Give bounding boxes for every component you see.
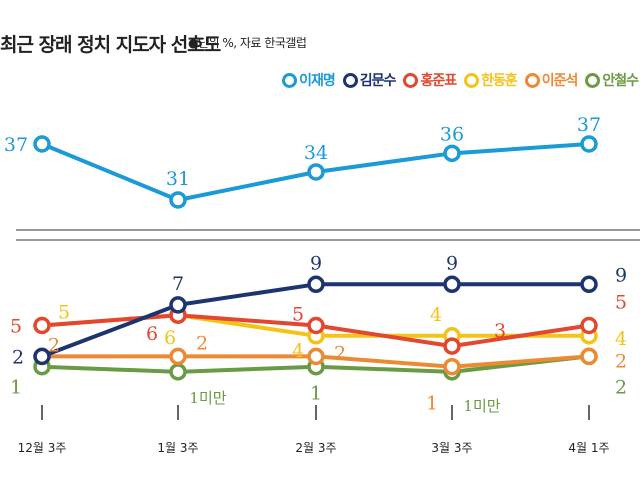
data-point [443, 144, 461, 163]
legend-item: 안철수 [585, 70, 639, 90]
data-point [580, 135, 598, 153]
data-label: 34 [304, 142, 328, 164]
data-point [443, 275, 461, 294]
data-label: 5 [10, 316, 22, 338]
data-point [580, 316, 598, 335]
data-label: 5 [58, 302, 70, 324]
data-label: 2 [334, 342, 346, 364]
legend-item: 이재명 [282, 70, 336, 90]
legend-label: 김문수 [359, 73, 397, 89]
data-point [443, 357, 461, 376]
legend-item: 이준석 [524, 70, 579, 90]
legend: 이재명 김문수 홍준표 한동훈 이준석 안철수 [282, 70, 639, 90]
data-label: 2 [196, 332, 208, 354]
data-label: 2 [615, 350, 627, 372]
legend-marker-icon [403, 72, 419, 88]
data-label: 9 [615, 264, 627, 286]
data-label: 1 [10, 377, 22, 399]
data-point [580, 275, 598, 294]
data-point [580, 347, 598, 366]
data-label: 6 [164, 327, 176, 349]
legend-marker-icon [342, 72, 358, 88]
legend-label: 한동훈 [481, 73, 518, 89]
data-point [307, 163, 325, 181]
data-point [169, 296, 187, 314]
data-label: 3 [494, 320, 506, 342]
data-label: 1미만 [463, 397, 500, 415]
x-tick-label: 1월 3주 [157, 441, 198, 455]
x-tick-label: 12월 3주 [18, 441, 67, 455]
data-point [33, 347, 51, 366]
legend-item: 김문수 [342, 70, 397, 90]
data-label: 2 [12, 346, 24, 368]
x-tick-label: 4월 1주 [568, 441, 609, 455]
legend-item: 홍준표 [403, 70, 457, 90]
data-label: 2 [615, 376, 627, 398]
chart-title: 최근 장래 정치 지도자 선호도 [0, 34, 221, 56]
legend-marker-icon [282, 72, 298, 88]
data-label: 4 [292, 340, 304, 362]
legend-label: 홍준표 [420, 73, 457, 89]
data-label: 37 [4, 134, 28, 156]
data-label: 6 [146, 323, 158, 345]
data-point [33, 135, 51, 153]
data-point [307, 316, 325, 335]
data-point [307, 347, 325, 366]
legend-marker-icon [464, 72, 480, 88]
x-tick-label: 3월 3주 [431, 441, 472, 455]
data-label: 31 [166, 168, 190, 190]
legend-label: 이재명 [299, 73, 336, 89]
legend-item: 한동훈 [464, 70, 518, 90]
data-label: 4 [615, 328, 627, 350]
data-label: 36 [440, 123, 464, 145]
data-label: 5 [292, 304, 304, 326]
data-label: 2 [48, 334, 60, 356]
data-label: 5 [615, 292, 627, 314]
data-point [443, 337, 461, 355]
data-label: 1 [426, 393, 438, 415]
data-label: 1미만 [189, 389, 226, 407]
data-label: 37 [577, 114, 601, 136]
data-label: 9 [310, 252, 322, 274]
data-point [307, 275, 325, 294]
legend-label: 안철수 [602, 73, 639, 89]
data-point [169, 363, 187, 381]
legend-marker-icon [524, 72, 540, 88]
data-point [169, 191, 187, 209]
data-label: 7 [172, 273, 184, 295]
x-tick-label: 2월 3주 [295, 441, 336, 455]
chart-subtitle: ●단위 %, 자료 한국갤럽 [188, 36, 307, 50]
data-point [169, 347, 187, 366]
legend-label: 이준석 [541, 73, 579, 89]
legend-marker-icon [585, 72, 601, 88]
data-label: 4 [430, 304, 442, 326]
data-label: 1 [310, 383, 322, 405]
data-label: 9 [446, 252, 458, 274]
data-point [33, 316, 51, 335]
